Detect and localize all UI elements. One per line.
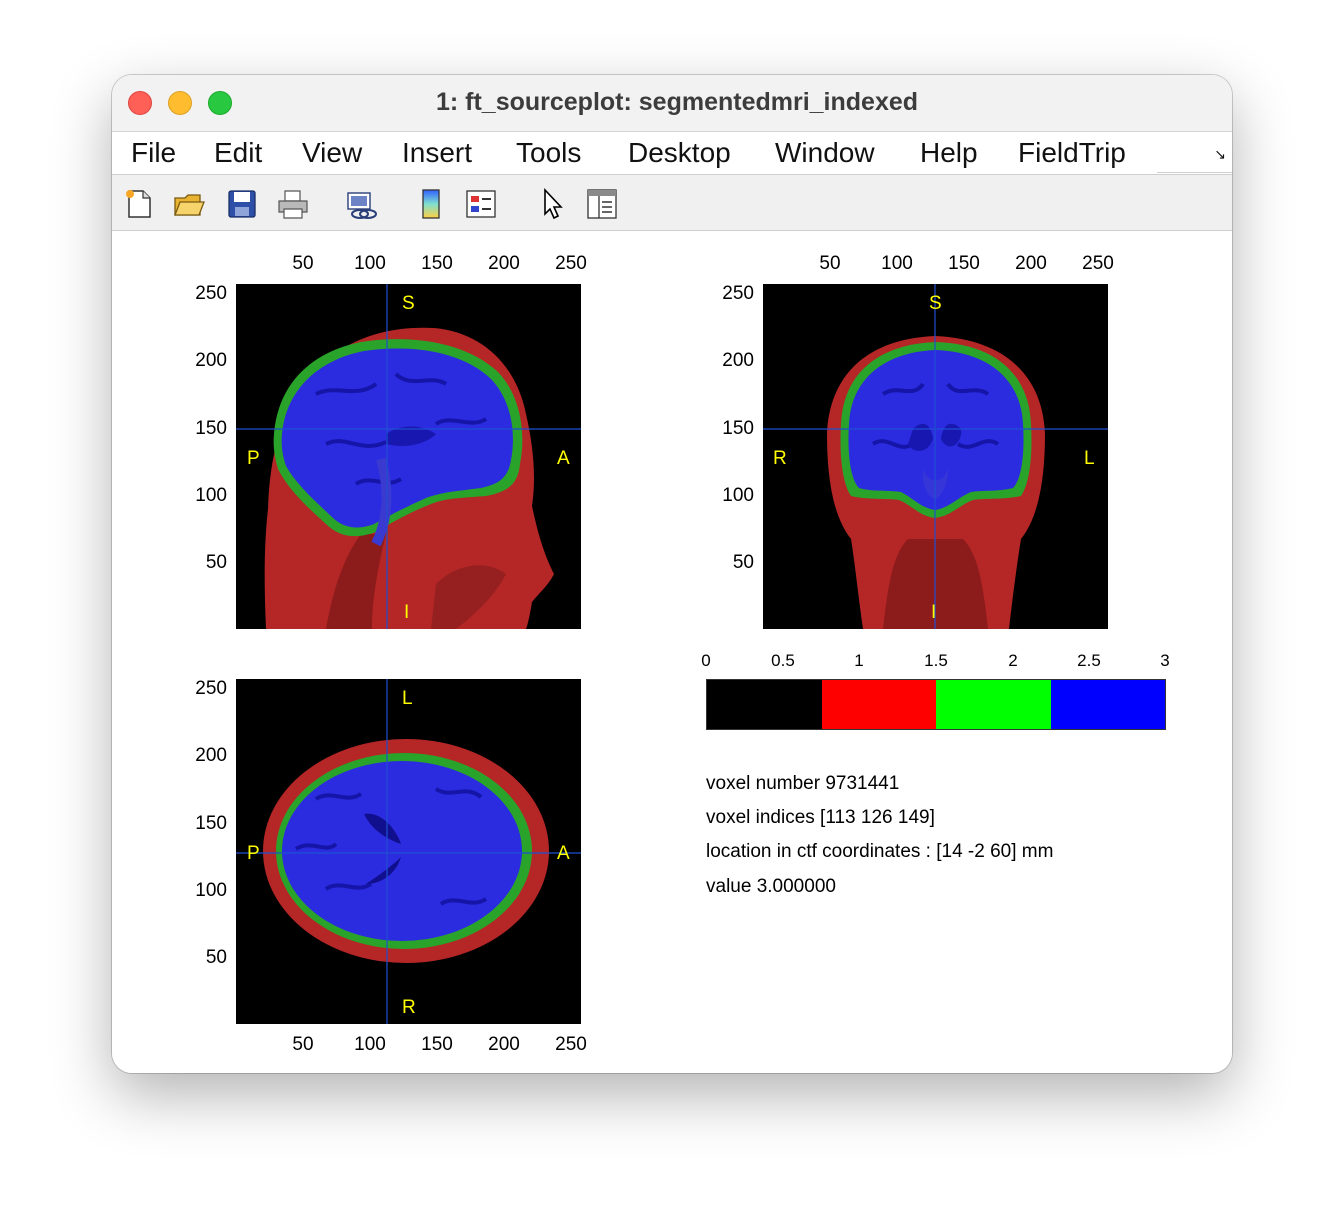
menu-desktop[interactable]: Desktop xyxy=(628,137,731,168)
menu-bar: File Edit View Insert Tools Desktop Wind… xyxy=(112,132,1232,175)
sagittal-label-inferior: I xyxy=(404,602,410,623)
colorbar-tick: 2 xyxy=(1008,651,1018,670)
sagittal-y-tick: 50 xyxy=(205,552,227,573)
coronal-label-right: R xyxy=(773,448,787,469)
axial-slice-view[interactable]: L R P A xyxy=(236,679,581,1024)
sagittal-x-tick: 50 xyxy=(292,253,314,274)
value-text: value 3.000000 xyxy=(706,876,836,897)
toolbar xyxy=(112,175,1232,231)
link-plot-icon[interactable] xyxy=(344,187,378,221)
colorbar-tick: 1.5 xyxy=(924,651,948,670)
window-title: 1: ft_sourceplot: segmentedmri_indexed xyxy=(435,88,919,116)
axial-x-tick: 150 xyxy=(421,1034,453,1055)
menu-tools[interactable]: Tools xyxy=(516,137,582,168)
axial-label-anterior: A xyxy=(557,843,570,864)
open-folder-icon[interactable] xyxy=(172,187,206,221)
sagittal-y-tick: 250 xyxy=(195,283,227,304)
coronal-x-tick: 50 xyxy=(819,253,841,274)
coronal-x-tick: 250 xyxy=(1082,253,1114,274)
resize-arrow-icon[interactable]: ↘ xyxy=(1214,146,1226,162)
coronal-label-left: L xyxy=(1084,448,1095,469)
new-file-icon[interactable] xyxy=(122,187,156,221)
sagittal-label-superior: S xyxy=(402,293,415,314)
voxel-number-text: voxel number 9731441 xyxy=(706,773,900,794)
colorbar-tick: 1 xyxy=(854,651,864,670)
menu-view[interactable]: View xyxy=(302,137,363,168)
menu-help[interactable]: Help xyxy=(920,137,978,168)
colorbar-segment-3 xyxy=(1050,680,1165,729)
sagittal-slice-view[interactable]: S I P A xyxy=(236,284,581,629)
colorbar-tick: 3 xyxy=(1160,651,1170,670)
sagittal-label-anterior: A xyxy=(557,448,570,469)
insert-colorbar-icon[interactable] xyxy=(414,187,448,221)
sagittal-label-posterior: P xyxy=(247,448,260,469)
axial-y-tick: 200 xyxy=(195,745,227,766)
sagittal-x-tick: 150 xyxy=(421,253,453,274)
coronal-y-tick: 250 xyxy=(722,283,754,304)
coronal-slice-view[interactable]: S I R L xyxy=(763,284,1108,629)
sagittal-y-tick: 200 xyxy=(195,350,227,371)
menu-file[interactable]: File xyxy=(131,137,177,168)
coronal-y-tick: 200 xyxy=(722,350,754,371)
axial-y-tick: 150 xyxy=(195,813,227,834)
coronal-y-tick: 50 xyxy=(732,552,754,573)
axial-x-tick: 50 xyxy=(292,1034,314,1055)
colorbar[interactable] xyxy=(706,679,1166,730)
save-icon[interactable] xyxy=(225,187,259,221)
axial-y-tick: 50 xyxy=(205,947,227,968)
zoom-window-button[interactable] xyxy=(208,91,232,115)
axial-x-tick: 100 xyxy=(354,1034,386,1055)
property-inspector-icon[interactable] xyxy=(585,187,619,221)
axial-label-right: R xyxy=(402,997,416,1018)
axial-y-tick: 100 xyxy=(195,880,227,901)
coronal-y-tick: 150 xyxy=(722,418,754,439)
sagittal-y-tick: 150 xyxy=(195,418,227,439)
colorbar-tick: 0.5 xyxy=(771,651,795,670)
colorbar-tick: 0 xyxy=(701,651,711,670)
axial-y-tick: 250 xyxy=(195,678,227,699)
location-text: location in ctf coordinates : [14 -2 60]… xyxy=(706,841,1054,862)
sagittal-y-tick: 100 xyxy=(195,485,227,506)
sagittal-x-tick: 250 xyxy=(555,253,587,274)
coronal-x-tick: 200 xyxy=(1015,253,1047,274)
menu-divider xyxy=(1157,172,1232,173)
menu-edit[interactable]: Edit xyxy=(214,137,263,168)
pointer-icon[interactable] xyxy=(535,187,569,221)
sagittal-x-tick: 100 xyxy=(354,253,386,274)
title-bar[interactable]: 1: ft_sourceplot: segmentedmri_indexed xyxy=(112,75,1232,132)
figure-canvas: 50 100 150 200 250 250 200 150 100 50 xyxy=(112,231,1232,1073)
menu-insert[interactable]: Insert xyxy=(402,137,473,168)
axial-label-left: L xyxy=(402,688,413,709)
colorbar-segment-1 xyxy=(821,680,936,729)
minimize-window-button[interactable] xyxy=(168,91,192,115)
menu-window[interactable]: Window xyxy=(775,137,875,168)
axial-x-tick: 250 xyxy=(555,1034,587,1055)
coronal-label-superior: S xyxy=(929,293,942,314)
print-icon[interactable] xyxy=(276,187,310,221)
voxel-indices-text: voxel indices [113 126 149] xyxy=(706,807,935,828)
coronal-x-tick: 100 xyxy=(881,253,913,274)
insert-legend-icon[interactable] xyxy=(464,187,498,221)
coronal-y-tick: 100 xyxy=(722,485,754,506)
figure-window: 1: ft_sourceplot: segmentedmri_indexed F… xyxy=(112,75,1232,1073)
colorbar-segment-0 xyxy=(707,680,822,729)
close-window-button[interactable] xyxy=(128,91,152,115)
menu-fieldtrip[interactable]: FieldTrip xyxy=(1018,137,1126,168)
coronal-label-inferior: I xyxy=(931,602,937,623)
colorbar-tick: 2.5 xyxy=(1077,651,1101,670)
sagittal-x-tick: 200 xyxy=(488,253,520,274)
axial-x-tick: 200 xyxy=(488,1034,520,1055)
coronal-x-tick: 150 xyxy=(948,253,980,274)
axial-label-posterior: P xyxy=(247,843,260,864)
colorbar-segment-2 xyxy=(936,680,1051,729)
